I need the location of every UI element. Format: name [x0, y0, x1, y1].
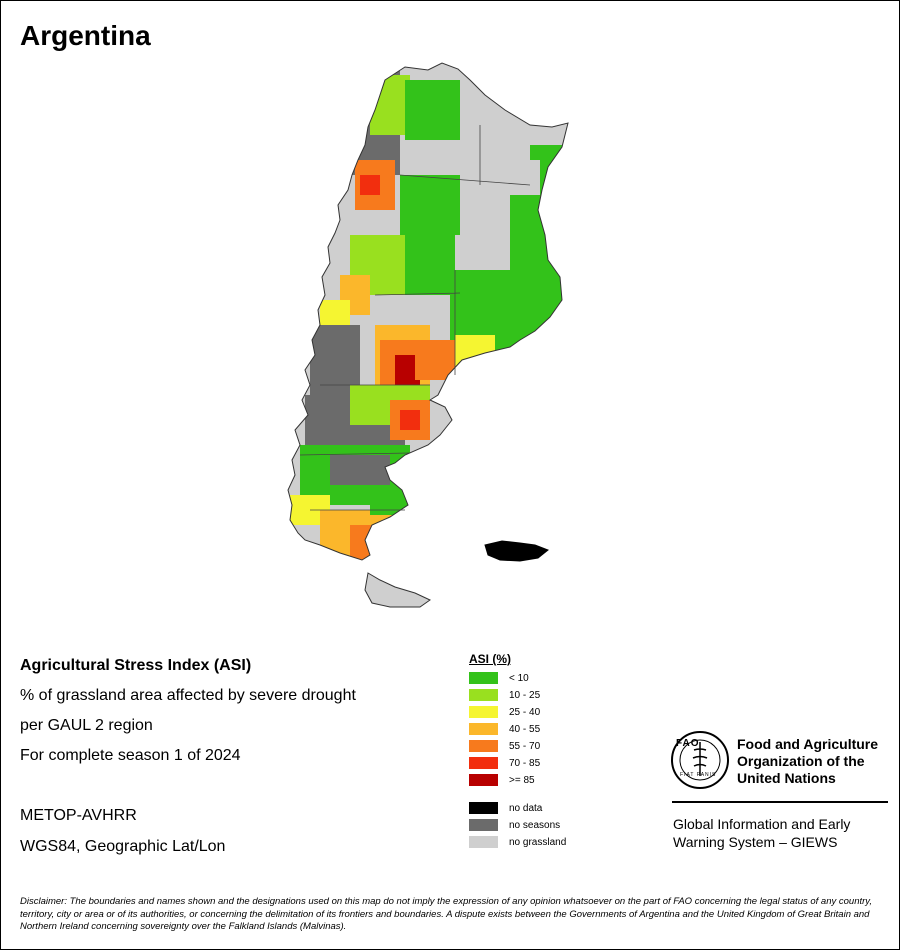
description-line-1: % of grassland area affected by severe d…	[20, 687, 356, 704]
legend-label: >= 85	[509, 774, 535, 786]
legend-swatch	[469, 723, 498, 735]
legend-item: 55 - 70	[469, 740, 540, 752]
fao-logo-motto: FIAT PANIS	[680, 772, 717, 778]
giews-label: Global Information and Early Warning Sys…	[673, 815, 850, 851]
legend-label: 55 - 70	[509, 740, 541, 752]
argentina-asi-map	[287, 62, 569, 608]
giews-line-2: Warning System – GIEWS	[673, 834, 838, 850]
legend-swatch	[469, 819, 498, 831]
legend-label: no seasons	[509, 819, 561, 831]
legend-swatch	[469, 689, 498, 701]
map-title: Argentina	[20, 20, 151, 51]
legend-swatch	[469, 836, 498, 848]
fao-org-name: Food and Agriculture Organization of the…	[737, 736, 878, 787]
description-line-3: For complete season 1 of 2024	[20, 747, 241, 764]
legend-label: 70 - 85	[509, 757, 541, 769]
legend-item: no seasons	[469, 819, 560, 831]
legend-label: 25 - 40	[509, 706, 541, 718]
legend-label: 10 - 25	[509, 689, 541, 701]
legend-swatch	[469, 740, 498, 752]
legend-label: < 10	[509, 672, 529, 684]
legend-label: no data	[509, 802, 543, 814]
legend-item: 25 - 40	[469, 706, 540, 718]
divider	[672, 801, 888, 803]
legend-swatch	[469, 802, 498, 814]
index-title: Agricultural Stress Index (ASI)	[20, 657, 252, 674]
org-name-line-3: United Nations	[737, 770, 836, 786]
legend-item: no data	[469, 802, 542, 814]
legend-item: 40 - 55	[469, 723, 540, 735]
legend-title: ASI (%)	[469, 652, 511, 666]
description-line-2: per GAUL 2 region	[20, 717, 153, 734]
legend-item: < 10	[469, 672, 529, 684]
giews-line-1: Global Information and Early	[673, 816, 851, 832]
sensor-label: METOP-AVHRR	[20, 807, 137, 824]
org-name-line-1: Food and Agriculture	[737, 736, 879, 752]
legend-swatch	[469, 672, 498, 684]
legend-item: >= 85	[469, 774, 535, 786]
legend-swatch	[469, 774, 498, 786]
legend-item: 70 - 85	[469, 757, 540, 769]
disclaimer-text: Disclaimer: The boundaries and names sho…	[20, 896, 872, 932]
legend-label: no grassland	[509, 836, 567, 848]
fao-logo-icon	[671, 731, 729, 789]
legend-label: 40 - 55	[509, 723, 541, 735]
legend-item: no grassland	[469, 836, 566, 848]
legend-swatch	[469, 757, 498, 769]
legend-item: 10 - 25	[469, 689, 540, 701]
fao-logo-text: FAO	[676, 738, 700, 749]
legend-swatch	[469, 706, 498, 718]
org-name-line-2: Organization of the	[737, 753, 865, 769]
projection-label: WGS84, Geographic Lat/Lon	[20, 838, 226, 855]
